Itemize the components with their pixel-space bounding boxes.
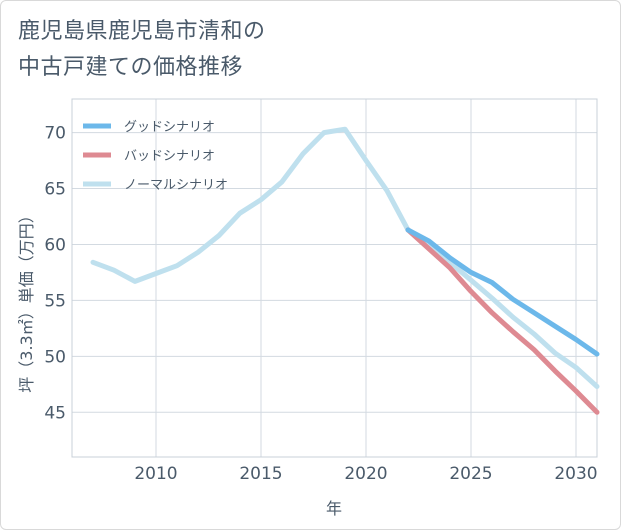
chart-title-line-1: 鹿児島県鹿児島市清和の — [18, 19, 266, 44]
y-axis-label: 坪（3.3㎡）単価（万円） — [17, 207, 36, 392]
series-line-3 — [90, 126, 600, 389]
series-line-1 — [405, 227, 600, 357]
y-tick-label: 60 — [44, 235, 66, 255]
plot-area-border — [71, 98, 598, 458]
chart-title: 鹿児島県鹿児島市清和の 中古戸建ての価格推移 — [18, 14, 266, 86]
tick-labels: 2010 2015 2020 2025 2030 45 50 55 60 65 70 — [44, 124, 597, 484]
y-tick-label: 55 — [44, 291, 66, 311]
x-tick-label: 2020 — [344, 464, 387, 484]
x-tick-label: 2010 — [134, 464, 177, 484]
y-tick-label: 65 — [44, 180, 66, 200]
legend-label: グッドシナリオ — [124, 120, 215, 135]
x-tick-label: 2025 — [449, 464, 492, 484]
x-axis-label: 年 — [326, 499, 342, 518]
y-tick-label: 70 — [44, 124, 66, 144]
legend-label: ノーマルシナリオ — [124, 178, 228, 193]
y-tick-label: 50 — [44, 347, 66, 367]
series-lines — [90, 126, 600, 415]
legend-label: バッドシナリオ — [124, 149, 215, 164]
chart-title-line-2: 中古戸建ての価格推移 — [18, 55, 244, 80]
y-tick-label: 45 — [44, 403, 66, 423]
x-tick-label: 2015 — [239, 464, 282, 484]
x-tick-label: 2030 — [554, 464, 597, 484]
series-line-2 — [405, 227, 600, 415]
